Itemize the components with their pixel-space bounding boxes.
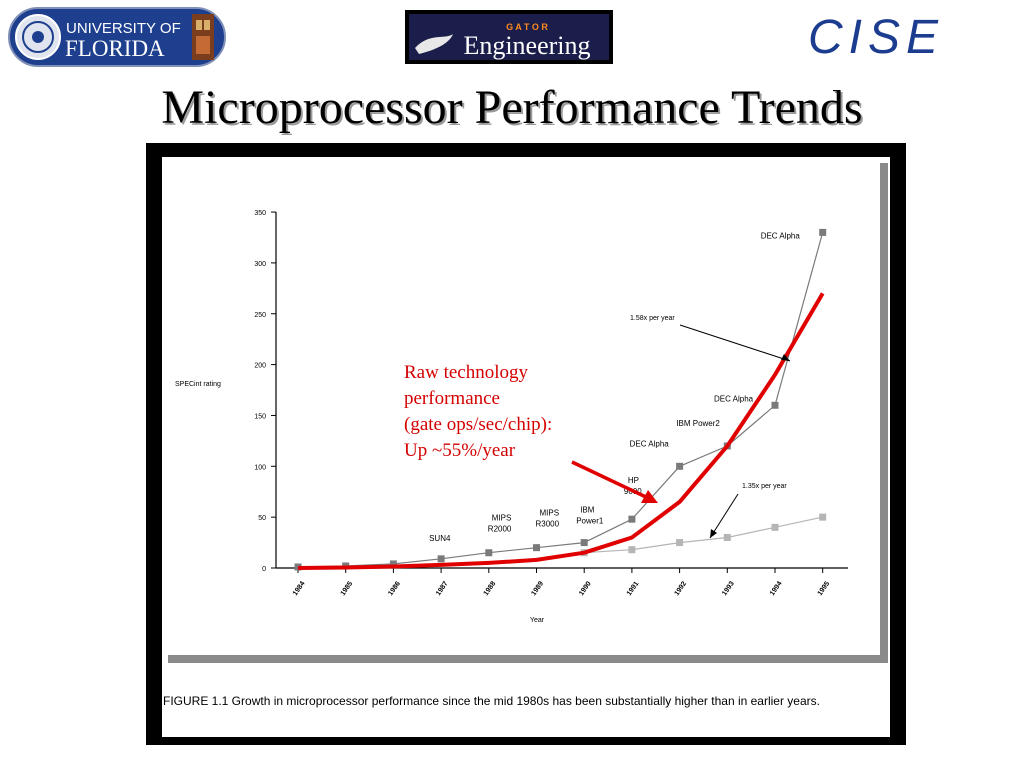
point-label-line: MIPS — [540, 509, 560, 518]
figure-panel — [162, 157, 890, 737]
page-title: Microprocessor Performance Trends — [161, 81, 863, 134]
y-tick-label: 150 — [254, 413, 266, 420]
annotation-line: performance — [404, 388, 500, 409]
fast-series-point — [676, 462, 684, 470]
slow-series-point — [676, 539, 684, 547]
fast-series-point — [389, 560, 397, 568]
rate-annotation-slow-pointer — [709, 493, 739, 539]
y-tick-label: 200 — [254, 363, 266, 370]
point-label-line: HP — [628, 476, 639, 485]
y-tick-label: 0 — [262, 566, 266, 573]
point-label: SUN4 — [429, 534, 451, 543]
y-tick-label: 250 — [254, 312, 266, 319]
point-label: MIPS R2000 — [488, 514, 512, 534]
uf-logo-line2: FLORIDA — [65, 36, 165, 61]
fast-series-line — [297, 232, 824, 568]
gator-logo-main-text: Engineering — [463, 31, 590, 60]
rate-annotation-slow-arrowhead — [710, 529, 717, 538]
red-pointer-arrowhead — [641, 490, 658, 503]
x-tick-label: 1984 — [292, 580, 307, 597]
cise-logo: CISE — [808, 11, 945, 64]
fast-series-point — [771, 401, 779, 409]
rate-annotation-fast-arrowhead — [781, 354, 790, 361]
fast-series-point — [533, 544, 540, 552]
fast-series-point — [628, 515, 636, 523]
point-label-line: R3000 — [536, 520, 560, 529]
point-label-line: IBM Power2 — [676, 419, 720, 428]
x-tick-label: 1990 — [578, 580, 593, 597]
slow-series-line — [584, 516, 823, 554]
point-label-line: R2000 — [488, 525, 512, 534]
y-tick-label: 50 — [258, 515, 266, 522]
fast-series-point — [437, 555, 445, 563]
point-label-line: DEC Alpha — [761, 231, 801, 240]
y-axis-label: SPECint rating — [175, 381, 221, 388]
x-axis-label: Year — [530, 617, 545, 624]
slow-series-point — [723, 533, 731, 541]
x-tick-label: 1994 — [769, 580, 784, 597]
x-tick-label: 1992 — [674, 580, 689, 597]
point-label: DEC Alpha — [761, 231, 801, 240]
y-tick-label: 350 — [254, 210, 266, 217]
university-of-florida-logo: UNIVERSITY OF FLORIDA — [8, 7, 226, 67]
gator-icon — [415, 34, 453, 54]
rate-annotation-fast: 1.58x per year — [630, 315, 675, 322]
annotation-line: Raw technology — [404, 362, 529, 383]
point-label: DEC Alpha — [714, 394, 754, 403]
fast-series-point — [819, 228, 827, 236]
rate-annotation-fast-pointer — [679, 324, 791, 362]
annotation-line: (gate ops/sec/chip): — [404, 414, 553, 435]
x-tick-label: 1987 — [435, 580, 450, 597]
y-tick-label: 100 — [254, 464, 266, 471]
red-pointer-arrow — [571, 460, 649, 500]
figure-shadow-right — [880, 163, 888, 663]
point-label: MIPS R3000 — [536, 509, 560, 529]
y-tick-label: 300 — [254, 261, 266, 268]
gator-engineering-logo: G A T O R Engineering — [405, 10, 613, 64]
figure-shadow-bottom — [168, 655, 888, 663]
slow-series-point — [628, 546, 636, 554]
annotation-line: Up ~55%/year — [404, 440, 516, 461]
point-label-line: MIPS — [492, 514, 512, 523]
raw-technology-annotation: Raw technology performance (gate ops/sec… — [404, 360, 624, 464]
x-tick-label: 1986 — [387, 580, 402, 597]
point-label-line: DEC Alpha — [714, 394, 754, 403]
x-tick-label: 1988 — [483, 580, 498, 597]
point-label: IBM Power1 — [576, 506, 604, 526]
point-label-line: Power1 — [576, 517, 604, 526]
point-label: DEC Alpha — [630, 439, 670, 448]
x-tick-label: 1985 — [340, 580, 355, 597]
x-tick-label: 1989 — [530, 580, 545, 597]
point-label-line: DEC Alpha — [630, 439, 670, 448]
point-label-line: IBM — [580, 506, 595, 515]
gator-logo-small-text: G A T O R — [506, 22, 548, 32]
point-label: IBM Power2 — [676, 419, 720, 428]
slow-series-point — [771, 523, 779, 531]
fast-series-point — [580, 539, 588, 547]
fast-series-point — [485, 549, 493, 557]
rate-annotation-slow: 1.35x per year — [742, 483, 787, 490]
x-tick-label: 1995 — [817, 580, 832, 597]
uf-logo-line1: UNIVERSITY OF — [66, 20, 181, 37]
x-tick-label: 1991 — [626, 580, 641, 597]
technology-trend-line — [297, 292, 825, 570]
x-tick-label: 1993 — [721, 580, 736, 597]
slow-series-point — [819, 513, 827, 521]
figure-caption: FIGURE 1.1 Growth in microprocessor perf… — [163, 694, 820, 708]
point-label-line: SUN4 — [429, 534, 451, 543]
